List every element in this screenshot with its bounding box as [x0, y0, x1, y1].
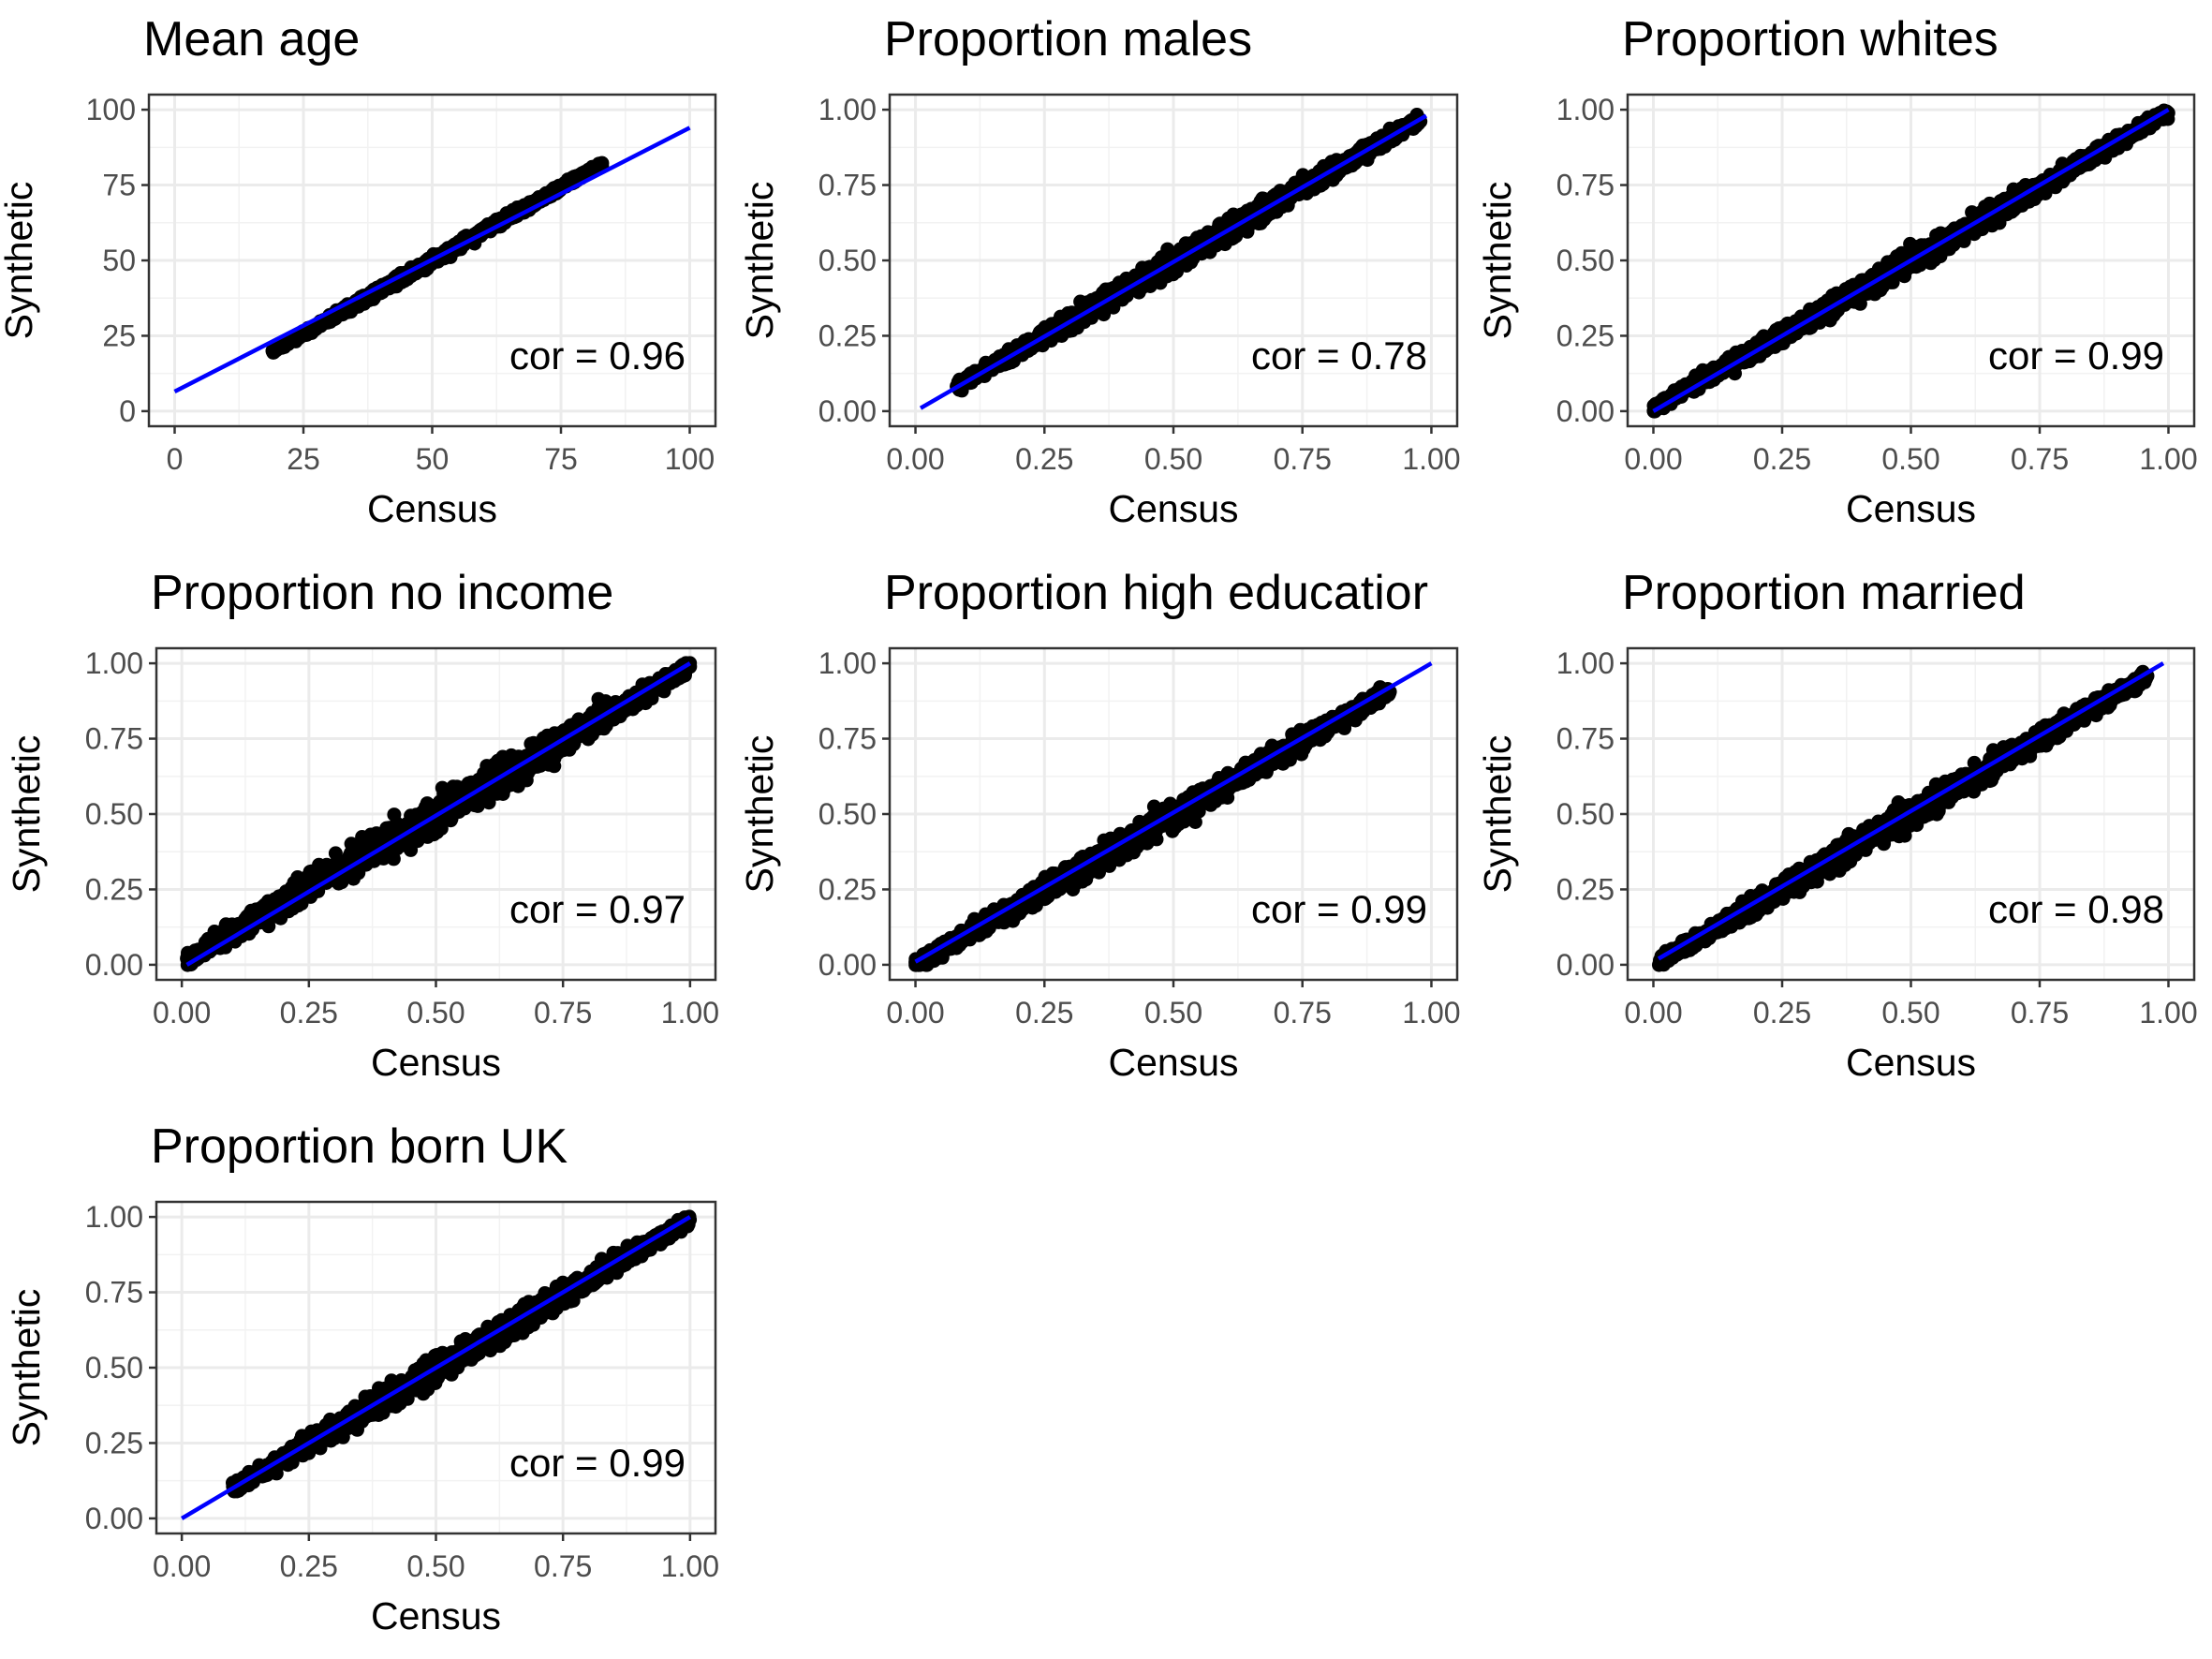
y-axis-title: Synthetic — [1476, 182, 1519, 340]
y-tick-label: 0 — [119, 394, 136, 428]
x-tick-label: 50 — [416, 442, 450, 476]
y-axis-title: Synthetic — [738, 182, 781, 340]
panel-4: 0.00 0.25 0.50 0.75 1.000.000.250.500.751.00… — [5, 566, 719, 1084]
correlation-annotation: cor = 0.78 — [1251, 333, 1427, 378]
panel-title: Proportion males — [884, 12, 1252, 67]
y-tick-label: 0.25 — [1556, 318, 1615, 352]
y-tick-label: 50 — [102, 244, 136, 277]
x-tick-label: 0.75 — [2011, 442, 2069, 476]
data-point — [547, 759, 562, 774]
y-tick-label: 0.25 — [818, 318, 877, 352]
x-tick-label: 1.00 — [2139, 442, 2197, 476]
x-tick-label: 0 — [167, 442, 184, 476]
panel-3: 0.00 0.25 0.50 0.75 1.00 0.00 0.25 0.50 0.75 1.00… — [1476, 12, 2198, 530]
y-tick-label: 0.00 — [818, 394, 877, 428]
x-tick-label: 75 — [544, 442, 578, 476]
x-tick-label: 0.00 — [886, 442, 944, 476]
y-tick-label: 25 — [102, 318, 136, 352]
x-tick-label: 0.25 — [1015, 442, 1073, 476]
y-tick-label: 0.50 — [1556, 244, 1615, 277]
x-tick-label: 1.00 — [1402, 442, 1460, 476]
x-tick-label: 0.25 — [1753, 442, 1811, 476]
panel-title: Proportion whites — [1622, 12, 1998, 67]
panel-title: Mean age — [143, 12, 360, 67]
x-tick-label: 0.00 — [1624, 442, 1682, 476]
y-tick-label: 0.50 — [818, 244, 877, 277]
panel-2: 0.00 0.25 0.50 0.75 1.00 0.00 0.25 0.50 0.75 1.00… — [738, 12, 1461, 530]
y-tick-label: 1.00 — [818, 93, 877, 126]
x-tick-label: 25 — [287, 442, 320, 476]
y-tick-label: 0.00 — [1556, 394, 1615, 428]
data-point — [1217, 237, 1232, 252]
y-tick-label: 0.75 — [818, 169, 877, 202]
x-axis-title: Census — [367, 487, 497, 530]
y-tick-label: 75 — [102, 169, 136, 202]
correlation-annotation: cor = 0.96 — [509, 333, 686, 378]
x-tick-label: 0.50 — [1144, 442, 1202, 476]
y-axis-title: Synthetic — [0, 182, 40, 340]
y-tick-label: 1.00 — [1556, 93, 1615, 126]
x-tick-label: 0.75 — [1274, 442, 1332, 476]
data-point — [1983, 196, 1997, 211]
y-tick-label: 100 — [86, 93, 136, 126]
x-tick-label: 0.50 — [1881, 442, 1939, 476]
x-tick-label: 100 — [665, 442, 715, 476]
x-axis-title: Census — [1108, 487, 1238, 530]
correlation-annotation: cor = 0.99 — [1988, 333, 2164, 378]
x-axis-title: Census — [1846, 487, 1976, 530]
y-tick-label: 0.75 — [1556, 169, 1615, 202]
